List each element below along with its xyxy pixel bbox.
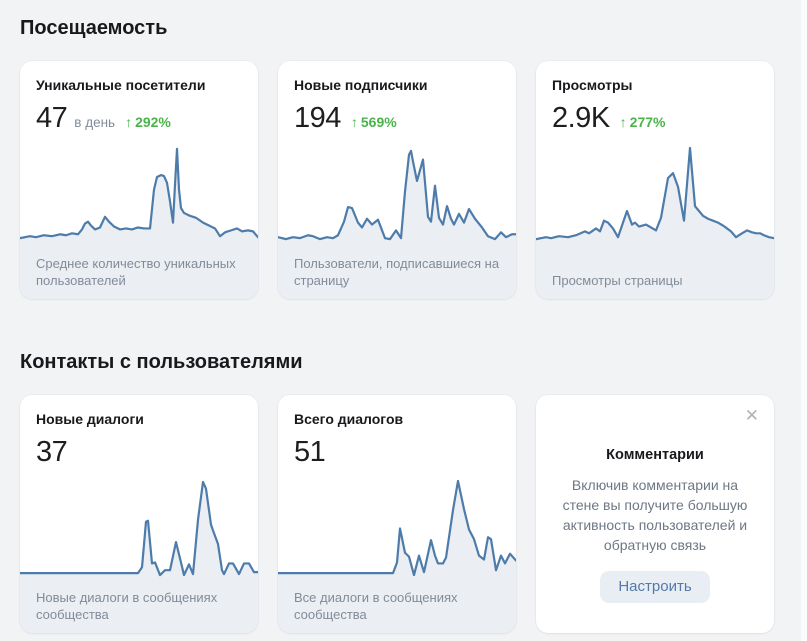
promo-text: Включив комментарии на стене вы получите… bbox=[562, 477, 748, 553]
arrow-up-icon: ↑ bbox=[125, 114, 133, 130]
card-caption-text: Новые диалоги в сообщениях сообщества bbox=[36, 590, 218, 622]
trend-value: 277% bbox=[629, 114, 666, 130]
card-caption-text: Все диалоги в сообщениях сообщества bbox=[294, 590, 458, 622]
views-sparkline bbox=[536, 146, 774, 243]
card-title: Новые диалоги bbox=[36, 411, 144, 427]
trend-badge: ↑ 277% bbox=[620, 114, 666, 130]
value-row: 47 в день ↑ 292% bbox=[36, 102, 242, 134]
card-title: Новые подписчики bbox=[294, 77, 428, 93]
card-head: Всего диалогов 51 bbox=[278, 395, 516, 468]
stat-value: 2.9K bbox=[552, 102, 610, 134]
value-row: 194 ↑ 569% bbox=[294, 102, 500, 134]
stat-value: 47 bbox=[36, 102, 68, 134]
card-caption-text: Среднее количество уникальных пользовате… bbox=[36, 256, 236, 288]
value-row: 2.9K ↑ 277% bbox=[552, 102, 758, 134]
stat-value: 51 bbox=[294, 436, 326, 468]
value-row: 37 bbox=[36, 436, 242, 468]
contacts-cards-row: Новые диалоги 37 Новые диалоги в сообщен… bbox=[20, 395, 787, 633]
stat-card-views: Просмотры 2.9K ↑ 277% Просмотры страницы bbox=[536, 61, 774, 299]
card-caption: Просмотры страницы bbox=[536, 243, 774, 299]
card-caption: Среднее количество уникальных пользовате… bbox=[20, 243, 258, 299]
stat-value: 37 bbox=[36, 436, 68, 468]
stat-card-total-dialogs: Всего диалогов 51 Все диалоги в сообщени… bbox=[278, 395, 516, 633]
section-traffic: Посещаемость Уникальные посетители 47 в … bbox=[0, 17, 807, 299]
stat-card-new-dialogs: Новые диалоги 37 Новые диалоги в сообщен… bbox=[20, 395, 258, 633]
arrow-up-icon: ↑ bbox=[350, 114, 358, 130]
card-caption-text: Просмотры страницы bbox=[552, 273, 683, 288]
section-heading-contacts: Контакты с пользователями bbox=[20, 351, 303, 373]
card-head: Просмотры 2.9K ↑ 277% bbox=[536, 61, 774, 134]
unique-visitors-sparkline bbox=[20, 146, 258, 243]
arrow-up-icon: ↑ bbox=[619, 114, 627, 130]
configure-button[interactable]: Настроить bbox=[600, 571, 710, 603]
new-subscribers-sparkline bbox=[278, 146, 516, 243]
section-heading-traffic: Посещаемость bbox=[20, 17, 168, 39]
card-title: Всего диалогов bbox=[294, 411, 404, 427]
section-contacts: Контакты с пользователями Новые диалоги … bbox=[0, 351, 807, 633]
card-head: Новые диалоги 37 bbox=[20, 395, 258, 468]
card-caption: Пользователи, подписавшиеся на страницу bbox=[278, 243, 516, 299]
card-caption: Новые диалоги в сообщениях сообщества bbox=[20, 577, 258, 633]
page-edge-strip bbox=[801, 0, 807, 641]
stat-value: 194 bbox=[294, 102, 341, 134]
traffic-cards-row: Уникальные посетители 47 в день ↑ 292% Ср… bbox=[20, 61, 787, 299]
new-dialogs-sparkline bbox=[20, 480, 258, 577]
stat-card-unique-visitors: Уникальные посетители 47 в день ↑ 292% Ср… bbox=[20, 61, 258, 299]
comments-promo-card: ✕ Комментарии Включив комментарии на сте… bbox=[536, 395, 774, 633]
trend-value: 569% bbox=[360, 114, 397, 130]
card-head: Новые подписчики 194 ↑ 569% bbox=[278, 61, 516, 134]
stat-card-new-subscribers: Новые подписчики 194 ↑ 569% Пользователи,… bbox=[278, 61, 516, 299]
trend-badge: ↑ 292% bbox=[125, 114, 171, 130]
value-row: 51 bbox=[294, 436, 500, 468]
card-title: Уникальные посетители bbox=[36, 77, 206, 93]
card-title: Просмотры bbox=[552, 77, 633, 93]
total-dialogs-sparkline bbox=[278, 480, 516, 577]
card-caption-text: Пользователи, подписавшиеся на страницу bbox=[294, 256, 500, 288]
trend-value: 292% bbox=[135, 114, 171, 130]
close-icon[interactable]: ✕ bbox=[744, 406, 759, 425]
card-caption: Все диалоги в сообщениях сообщества bbox=[278, 577, 516, 633]
stat-unit: в день bbox=[74, 115, 116, 130]
card-head: Уникальные посетители 47 в день ↑ 292% bbox=[20, 61, 258, 134]
trend-badge: ↑ 569% bbox=[351, 114, 397, 130]
promo-title: Комментарии bbox=[606, 447, 704, 463]
